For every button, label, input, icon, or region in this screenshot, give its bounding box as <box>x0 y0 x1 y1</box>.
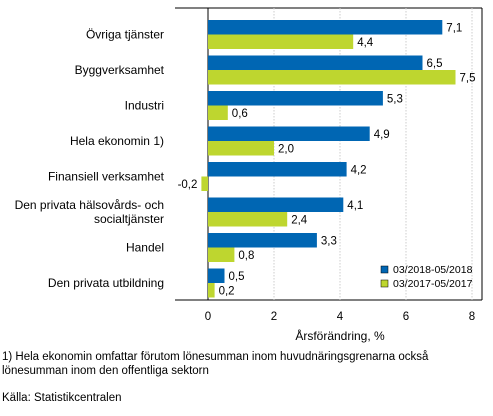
category-label: socialtjänster <box>94 212 164 226</box>
bar <box>208 34 354 49</box>
data-label: 5,3 <box>387 93 403 105</box>
category-label: Byggverksamhet <box>75 63 165 77</box>
category-label: Handel <box>126 241 164 255</box>
footnote-line-1: 1) Hela ekonomin omfattar förutom lönesu… <box>2 351 429 363</box>
data-label: 2,0 <box>278 143 294 155</box>
category-label: Den privata utbildning <box>48 276 164 290</box>
legend-swatch <box>380 279 389 288</box>
bar <box>201 176 208 191</box>
bar <box>208 141 274 156</box>
data-label: 0,2 <box>219 285 235 297</box>
data-label: 0,8 <box>238 250 254 262</box>
data-label: 7,5 <box>460 72 476 84</box>
category-label: Den privata hälsovårds- och <box>15 198 164 212</box>
data-label: 3,3 <box>321 235 337 247</box>
bar <box>208 70 456 85</box>
x-tick-label: 0 <box>205 311 211 323</box>
category-label: Övriga tjänster <box>86 28 164 42</box>
bar <box>208 247 235 262</box>
x-tick-label: 4 <box>337 311 344 323</box>
category-label: Finansiell verksamhet <box>48 170 165 184</box>
bar <box>208 233 317 248</box>
bar <box>208 197 344 212</box>
bar <box>208 212 288 227</box>
category-label: Industri <box>125 99 164 113</box>
data-label: 4,2 <box>351 164 367 176</box>
data-label: 6,5 <box>427 58 443 70</box>
bar <box>208 162 347 177</box>
data-label: 7,1 <box>446 22 462 34</box>
x-tick-label: 6 <box>403 311 409 323</box>
data-label: 4,9 <box>374 129 390 141</box>
bar-chart: 0 2 4 6 8 7,1 4,4 Övriga tjänster 6,5 7,5 Byggverk… <box>15 7 483 343</box>
bar <box>208 91 383 106</box>
footnote-line-2: lönesumman inom den offentliga sektorn <box>2 365 209 377</box>
legend-label: 03/2018-05/2018 <box>393 264 473 276</box>
legend-swatch <box>380 265 389 274</box>
bar <box>208 268 225 283</box>
data-label: -0,2 <box>178 179 198 191</box>
legend-label: 03/2017-05/2017 <box>393 278 473 290</box>
bar <box>208 126 370 141</box>
data-label: 4,4 <box>357 37 374 49</box>
bar <box>208 283 215 298</box>
category-label: Hela ekonomin 1) <box>70 134 164 148</box>
data-label: 4,1 <box>347 200 363 212</box>
bar <box>208 105 228 120</box>
data-label: 0,5 <box>229 271 245 283</box>
data-label: 0,6 <box>232 108 248 120</box>
data-label: 2,4 <box>291 214 308 226</box>
bar <box>208 20 443 35</box>
x-axis-title: Årsförändring, % <box>295 328 385 343</box>
source-note: Källa: Statistikcentralen <box>2 392 122 404</box>
x-tick-label: 8 <box>469 311 475 323</box>
bar <box>208 55 423 70</box>
x-tick-label: 2 <box>271 311 277 323</box>
